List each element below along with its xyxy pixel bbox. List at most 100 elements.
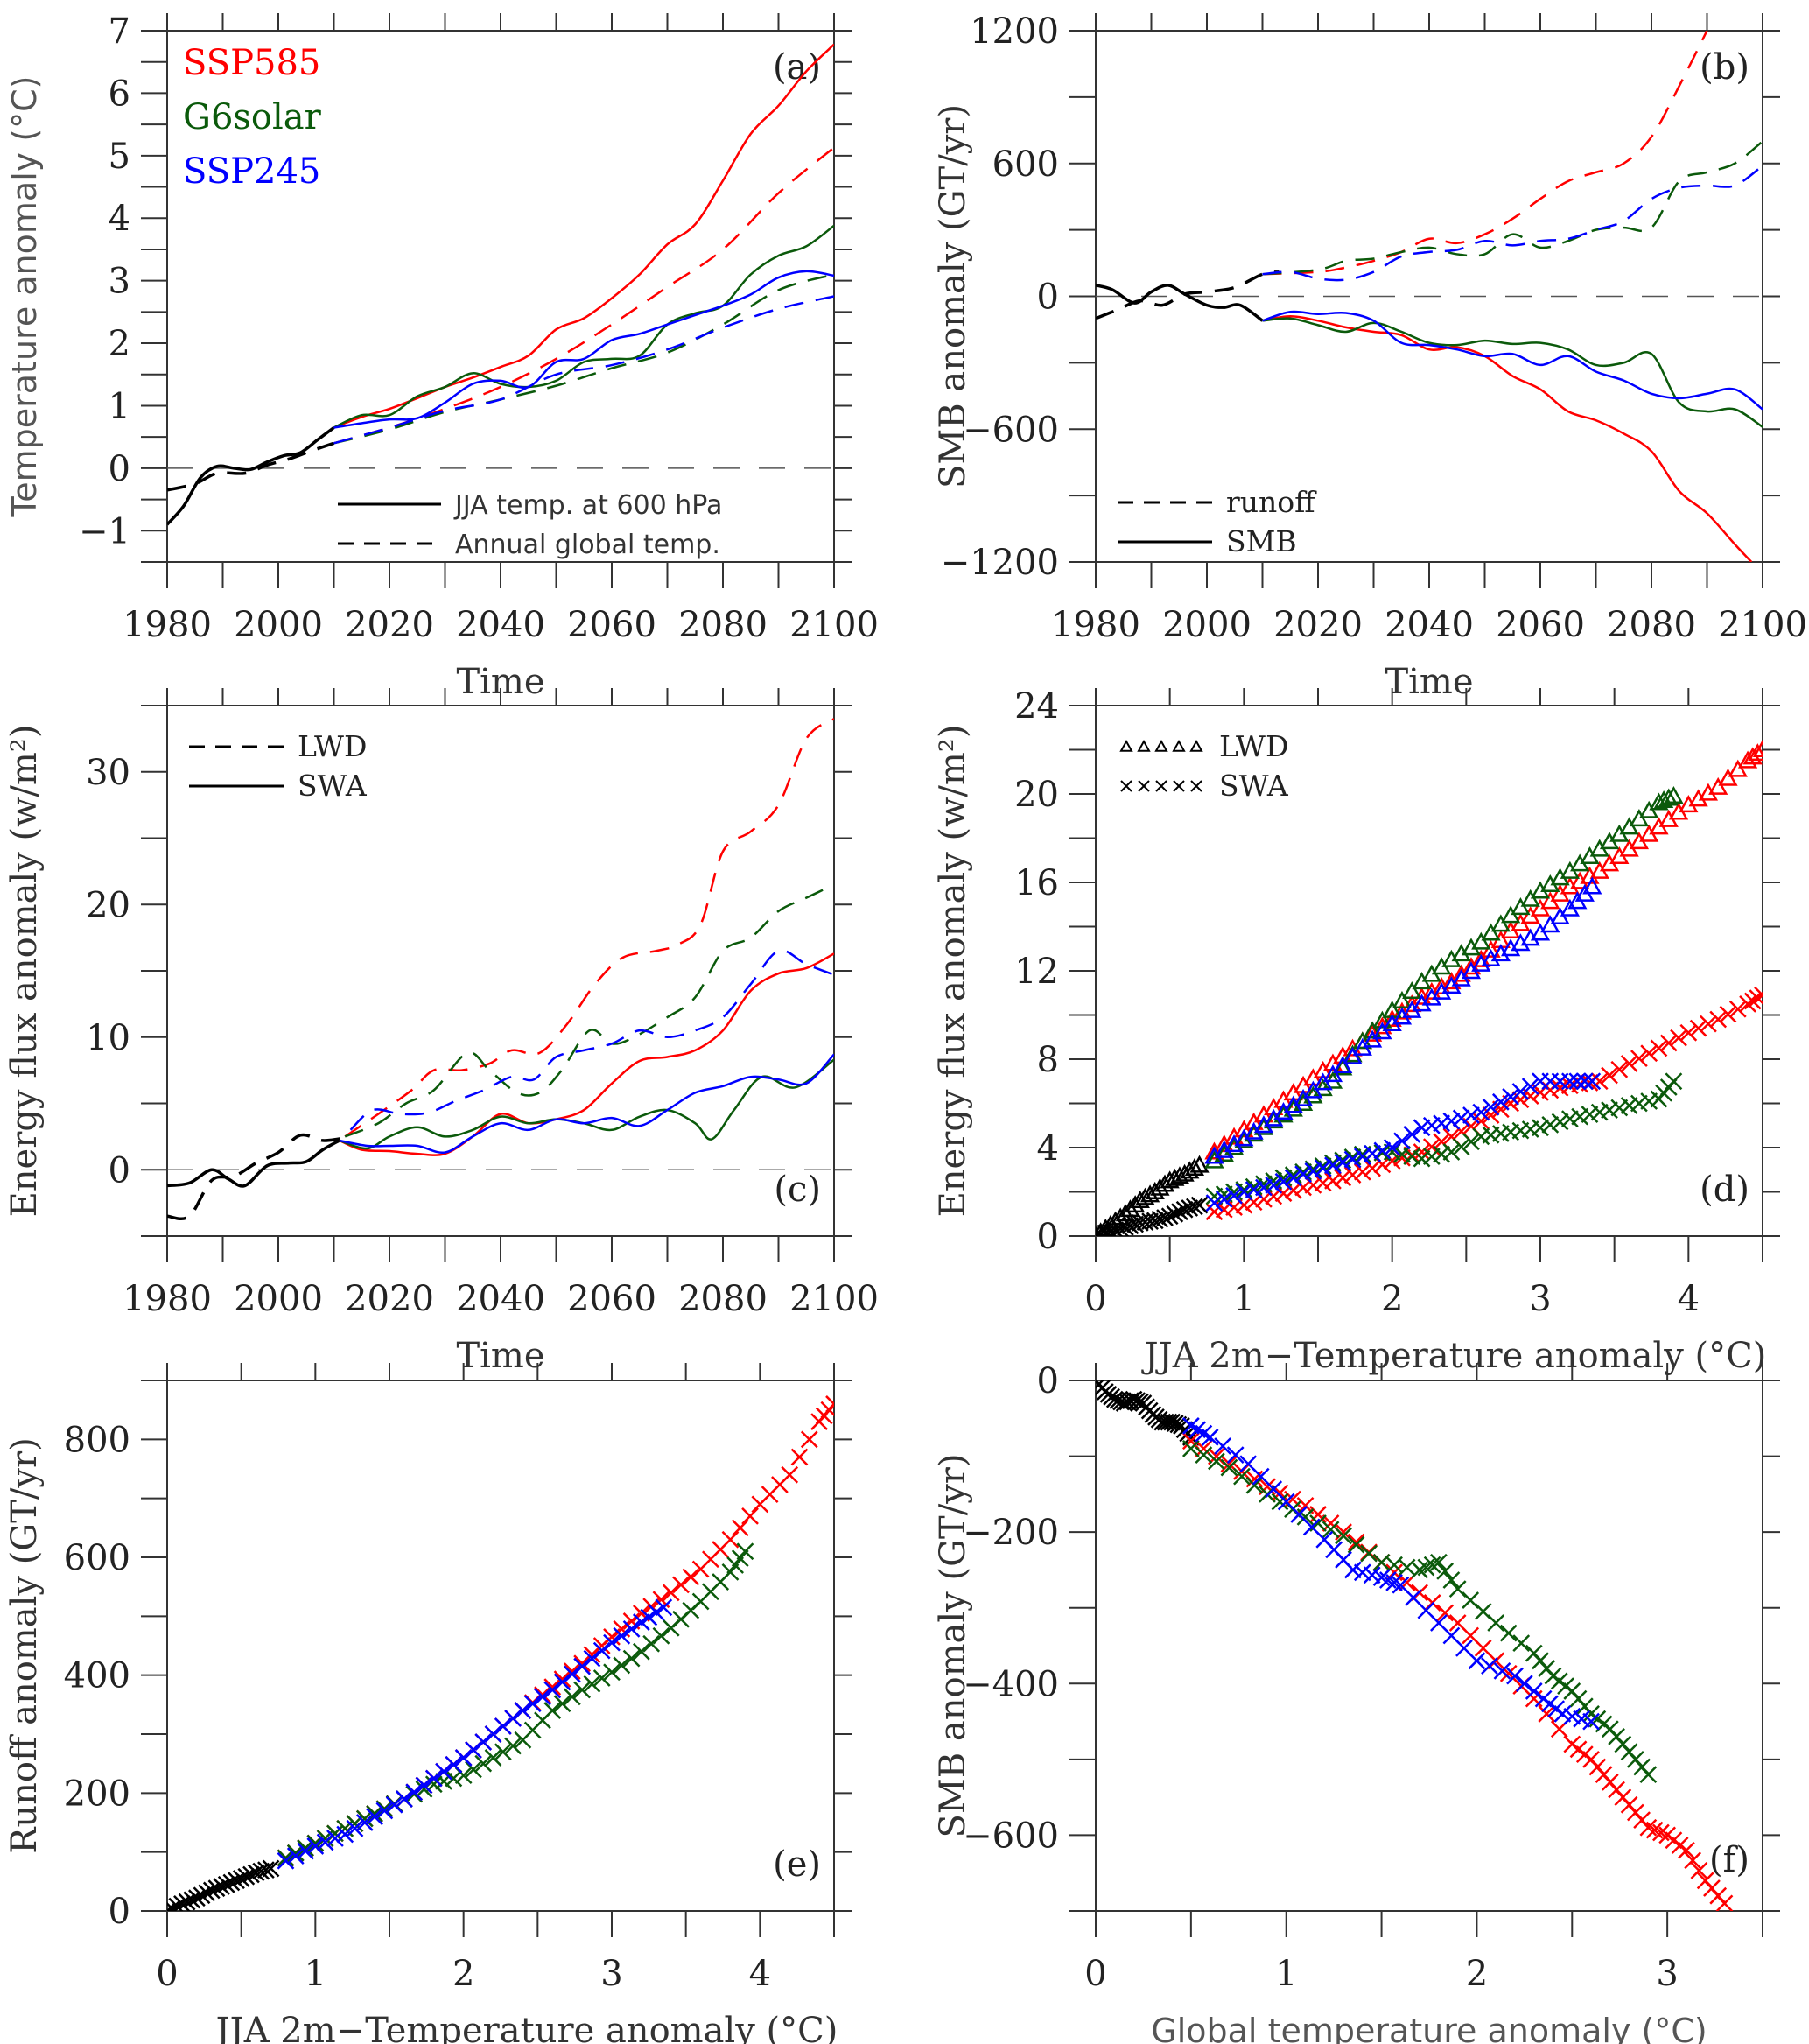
series-G6solar-solid-line [1262, 317, 1763, 428]
y-tick-label: 4 [1037, 1128, 1059, 1169]
marker-G6solar-cross [504, 1737, 522, 1755]
marker-historical-cross [222, 1873, 241, 1892]
marker-G6solar-cross [1499, 1624, 1518, 1642]
marker-G6solar-cross [484, 1749, 502, 1767]
marker-historical-cross [1097, 1224, 1115, 1236]
marker-SSP585-cross [1645, 1821, 1664, 1839]
marker-historical-cross [1190, 1196, 1209, 1214]
plot-area [167, 43, 834, 526]
marker-SSP245-cross [286, 1847, 305, 1865]
marker-SSP585-cross [1343, 1166, 1362, 1184]
marker-G6solar-cross [1581, 1106, 1599, 1124]
marker-SSP585-triangle [1471, 949, 1491, 967]
marker-SSP585-cross [1324, 1171, 1342, 1190]
series-SSP585-dashed-line [344, 718, 834, 1138]
panel-label: (e) [773, 1844, 821, 1885]
x-tick-label: 2000 [234, 605, 323, 645]
marker-historical-triangle [1189, 1155, 1210, 1173]
x-tick-label: 1980 [123, 1279, 212, 1319]
marker-SSP245-cross [1353, 1563, 1371, 1582]
marker-historical-triangle [1184, 1157, 1205, 1177]
marker-G6solar-cross [592, 1669, 611, 1687]
panel-c: 1980 2000 2020 2040 2060 2080 2100 0 10 20 30 Time E… [4, 688, 879, 1376]
marker-SSP585-cross [731, 1519, 749, 1537]
marker-historical-cross [1151, 1210, 1169, 1228]
marker-SSP245-cross [553, 1673, 571, 1691]
legend-triangle-icon [1119, 739, 1133, 752]
marker-SSP585-cross [1678, 1841, 1695, 1859]
panel-a: 1980 2000 2020 2040 2060 2080 2100−101234567Ti… [5, 11, 879, 702]
marker-SSP585-triangle [1718, 768, 1738, 786]
marker-SSP245-cross [1215, 1191, 1233, 1208]
marker-SSP245-cross [603, 1633, 621, 1652]
marker-SSP245-cross [1422, 1116, 1441, 1134]
x-tick-label: 0 [1084, 1954, 1106, 1994]
marker-SSP585-cross [1353, 1162, 1371, 1181]
marker-SSP585-cross [1689, 1019, 1707, 1037]
marker-SSP245-triangle [1582, 876, 1602, 895]
marker-SSP585-triangle [1752, 739, 1763, 757]
marker-SSP245-cross [415, 1776, 433, 1795]
marker-historical-triangle [1135, 1187, 1155, 1205]
marker-SSP245-cross [647, 1603, 665, 1621]
series-G6solar-solid-line [333, 224, 834, 429]
marker-SSP245-cross [474, 1733, 493, 1751]
y-tick-label: −1 [79, 511, 130, 551]
marker-SSP245-cross [1265, 1177, 1283, 1194]
marker-G6solar-triangle [1402, 980, 1422, 1000]
series-historical-solid-line [167, 426, 335, 526]
marker-SSP245-triangle [1412, 994, 1432, 1012]
marker-G6solar-cross [1487, 1614, 1505, 1632]
marker-SSP585-triangle [1688, 789, 1708, 807]
marker-historical-cross [1160, 1207, 1179, 1226]
marker-SSP245-cross [514, 1702, 532, 1719]
marker-historical-cross [167, 1900, 181, 1911]
marker-SSP245-triangle [1322, 1064, 1343, 1083]
marker-SSP245-cross [1245, 1181, 1263, 1198]
marker-SSP245-cross [494, 1717, 512, 1735]
marker-SSP245-cross [435, 1762, 452, 1781]
x-axis-label: Global temperature anomaly (°C) [1151, 2012, 1707, 2044]
marker-G6solar-cross [1430, 1553, 1448, 1571]
marker-SSP245-cross [1343, 1150, 1362, 1169]
marker-SSP245-cross [632, 1613, 650, 1631]
marker-historical-triangle [1120, 1199, 1140, 1218]
series-SSP585-solid-line [339, 952, 834, 1156]
x-tick-label: 2080 [678, 1279, 768, 1319]
marker-SSP245-cross [445, 1755, 463, 1774]
marker-historical-cross [193, 1886, 211, 1905]
marker-SSP245-cross [484, 1725, 502, 1743]
marker-SSP245-triangle [1431, 981, 1452, 1000]
marker-SSP245-cross [1560, 1072, 1579, 1091]
marker-G6solar-triangle [1461, 938, 1482, 956]
y-axis-label: Energy flux anomaly (w/m²) [4, 725, 45, 1218]
marker-G6solar-cross [632, 1642, 650, 1661]
marker-historical-cross [1166, 1415, 1184, 1432]
x-tick-label: 0 [156, 1954, 178, 1994]
marker-SSP585-cross [741, 1507, 759, 1525]
marker-SSP585-cross [1364, 1159, 1381, 1177]
marker-SSP585-cross [721, 1530, 740, 1549]
marker-SSP245-cross [366, 1808, 383, 1826]
y-tick-label: 6 [109, 74, 130, 114]
marker-SSP245-cross [1493, 1661, 1511, 1680]
y-tick-label: −400 [963, 1664, 1059, 1704]
legend-cross-icon [1138, 780, 1150, 792]
marker-historical-cross [187, 1889, 206, 1907]
marker-SSP245-triangle [1421, 987, 1441, 1006]
marker-SSP245-cross [1553, 1705, 1572, 1723]
marker-SSP245-cross [573, 1657, 592, 1675]
y-axis-label: Energy flux anomaly (w/m²) [933, 725, 973, 1218]
marker-SSP585-triangle [1698, 783, 1719, 801]
y-tick-label: 0 [109, 449, 130, 489]
series-SSP245-dashed-line [333, 295, 834, 445]
series-SSP245-solid-line [339, 1053, 834, 1155]
marker-SSP245-cross [655, 1598, 673, 1617]
marker-G6solar-cross [1422, 1148, 1441, 1165]
marker-historical-triangle [1154, 1174, 1175, 1192]
marker-SSP245-cross [1235, 1183, 1253, 1201]
marker-historical-cross [1121, 1217, 1139, 1235]
legend-scenario-G6solar: G6solar [183, 97, 322, 137]
marker-SSP585-cross [1413, 1143, 1431, 1161]
marker-SSP585-cross [1181, 1432, 1200, 1450]
